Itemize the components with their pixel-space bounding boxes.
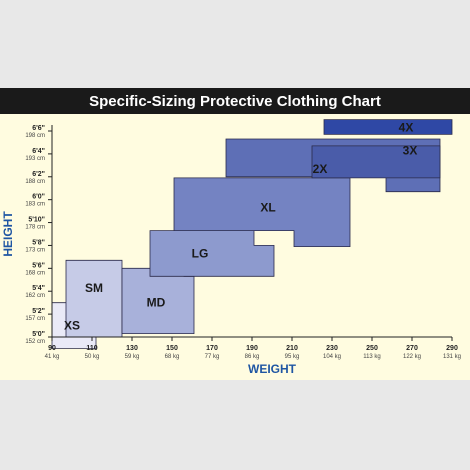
size-area-4x (323, 119, 453, 135)
size-label-3x: 3X (403, 143, 418, 157)
y-tick-label: 6'2" (32, 171, 45, 178)
size-area-lg (149, 230, 275, 277)
y-tick-sublabel: 168 cm (25, 270, 45, 276)
x-tick-label: 150 (166, 345, 178, 352)
y-tick-label: 5'8" (32, 239, 45, 246)
y-tick-sublabel: 198 cm (25, 133, 45, 139)
size-areas (51, 119, 453, 349)
x-tick-sublabel: 122 kg (403, 354, 421, 360)
chart-title: Specific-Sizing Protective Clothing Char… (0, 88, 470, 114)
y-ticks: 5'0"152 cm 5'2"157 cm 5'4"162 cm 5'6"168 cm… (25, 125, 52, 345)
size-area-3x (311, 145, 441, 179)
x-tick-label: 250 (366, 345, 378, 352)
y-tick-sublabel: 157 cm (25, 316, 45, 322)
x-tick-label: 170 (206, 345, 218, 352)
x-tick-label: 290 (446, 345, 458, 352)
y-tick-sublabel: 183 cm (25, 202, 45, 208)
x-tick-sublabel: 59 kg (125, 354, 140, 360)
y-tick-label: 5'6" (32, 262, 45, 269)
size-label-lg: LG (192, 246, 209, 260)
y-tick-sublabel: 152 cm (25, 339, 45, 345)
y-tick-label: 6'0" (32, 194, 45, 201)
size-label-xl: XL (260, 201, 275, 215)
y-tick-label: 5'0" (32, 331, 45, 338)
x-ticks: 90 41 kg 110 50 kg 130 59 kg 150 68 kg 170 77 kg 1… (45, 337, 461, 360)
y-tick-sublabel: 162 cm (25, 293, 45, 299)
x-tick-label: 190 (246, 345, 258, 352)
size-label-sm: SM (85, 281, 103, 295)
x-tick-sublabel: 113 kg (363, 354, 381, 360)
x-tick-label: 230 (326, 345, 338, 352)
size-label-md: MD (147, 296, 166, 310)
y-tick-sublabel: 188 cm (25, 179, 45, 185)
x-tick-sublabel: 68 kg (165, 354, 180, 360)
y-tick-label: 6'6" (32, 125, 45, 132)
size-area-xl (173, 177, 351, 248)
y-tick-sublabel: 178 cm (25, 225, 45, 231)
x-tick-label: 130 (126, 345, 138, 352)
x-tick-label: 270 (406, 345, 418, 352)
x-tick-sublabel: 50 kg (85, 354, 100, 360)
x-axis-label: WEIGHT (248, 362, 297, 376)
x-tick-sublabel: 95 kg (285, 354, 300, 360)
size-label-xs: XS (64, 319, 80, 333)
x-tick-label: 210 (286, 345, 298, 352)
y-tick-label: 5'2" (32, 308, 45, 315)
size-label-2x: 2X (313, 162, 328, 176)
x-tick-sublabel: 41 kg (45, 354, 60, 360)
y-tick-sublabel: 193 cm (25, 156, 45, 162)
x-tick-label: 90 (48, 345, 56, 352)
x-tick-sublabel: 131 kg (443, 354, 461, 360)
y-tick-label: 5'4" (32, 285, 45, 292)
size-label-4x: 4X (399, 121, 414, 135)
size-labels: XS SM MD LG XL 2X 3X 4X (64, 121, 417, 333)
y-tick-label: 6'4" (32, 148, 45, 155)
y-tick-sublabel: 173 cm (25, 247, 45, 253)
x-tick-label: 110 (86, 345, 97, 352)
x-tick-sublabel: 104 kg (323, 354, 341, 360)
y-axis-label: HEIGHT (1, 211, 15, 257)
x-tick-sublabel: 86 kg (245, 354, 260, 360)
axes: 90 41 kg 110 50 kg 130 59 kg 150 68 kg 170 77 kg 1… (25, 125, 461, 360)
y-tick-label: 5'10" (28, 217, 45, 224)
x-tick-sublabel: 77 kg (205, 354, 220, 360)
